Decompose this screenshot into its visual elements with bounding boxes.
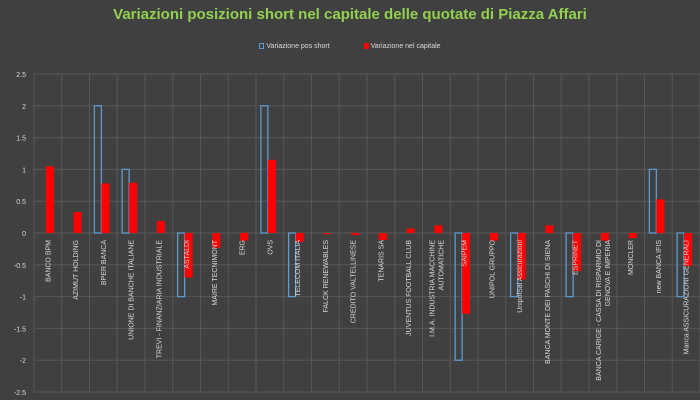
y-tick-label: 2 [22, 104, 26, 111]
x-tick-label: Manca ASSICURAZIONI GENERALI [684, 240, 691, 354]
bar-capitale [489, 233, 498, 241]
bar-capitale [406, 228, 415, 233]
bar-capitale [434, 225, 443, 233]
bar-capitale [351, 233, 360, 235]
bar-capitale [267, 159, 276, 233]
x-tick-label: BANCA MONTE DEI PASCHI DI SIENA [545, 240, 552, 364]
bar-capitale [129, 182, 138, 233]
bar-capitale [212, 233, 221, 248]
y-tick-label: 1 [22, 167, 26, 174]
bar-capitale [684, 233, 693, 267]
y-tick-label: 2.5 [16, 72, 26, 79]
bar-capitale [656, 199, 665, 233]
x-tick-label: CREDITO VALTELLINESE [351, 240, 358, 324]
x-tick-label: UNIONE DI BANCHE ITALIANE [129, 240, 136, 340]
x-tick-label: UnipolSai Assicurazioni [517, 240, 524, 313]
x-tick-label: ERG [240, 240, 247, 255]
bar-capitale [101, 183, 110, 233]
bar-capitale [462, 233, 471, 314]
bar-capitale [573, 233, 582, 272]
x-tick-label: OVS [267, 240, 274, 255]
y-tick-label: -0.5 [14, 263, 26, 270]
chart-title: Variazioni posizioni short nel capitale … [113, 6, 587, 23]
x-tick-label: ASTALDI [184, 240, 191, 269]
y-tick-label: 0 [22, 231, 26, 238]
x-tick-label: ESPRINET [573, 239, 580, 275]
x-tick-label: TREVI - FINANZIARIA INDUSTRIALE [156, 240, 163, 359]
bar-capitale [73, 212, 82, 233]
x-tick-label: I.M.A. INDUSTRIA MACCHINE [429, 240, 436, 337]
y-tick-label: 1.5 [16, 136, 26, 143]
y-tick-label: 0.5 [16, 199, 26, 206]
bar-capitale [240, 233, 249, 241]
x-tick-label: BANCA CARIGE - CASSA DI RISPARMIO DI [596, 240, 603, 381]
bar-capitale [600, 233, 609, 241]
legend-item-pos-short: Variazione pos short [259, 43, 330, 50]
bar-capitale [45, 166, 54, 233]
bar-capitale [184, 233, 193, 278]
x-tick-label: BPER BANCA [101, 240, 108, 285]
legend-swatch-capitale [363, 43, 369, 49]
bar-capitale [378, 233, 387, 240]
bar-capitale [295, 233, 304, 242]
x-tick-label: TENARIS SA [378, 240, 385, 282]
x-tick-label: FALCK RENEWABLES [323, 240, 330, 313]
legend-label: Variazione nel capitale [370, 43, 441, 50]
x-tick-label: AZIMUT HOLDING [73, 240, 80, 300]
y-tick-label: -1 [20, 295, 26, 302]
x-tick-label: UNIPOL GRUPPO [489, 239, 496, 298]
x-tick-label: MONCLER [628, 240, 635, 275]
bar-capitale [517, 233, 526, 280]
legend: Variazione pos short Variazione nel capi… [0, 43, 700, 50]
x-tick-label: TELECOM ITALIA [295, 240, 302, 297]
bar-capitale [545, 225, 554, 233]
y-tick-label: -2 [20, 358, 26, 365]
x-tick-label: GENOVA E IMPERIA [605, 240, 612, 307]
x-tick-label: JUVENTUS FOOTBALL CLUB [406, 240, 413, 336]
legend-item-capitale: Variazione nel capitale [363, 43, 441, 50]
bar-pos-short [93, 105, 103, 234]
x-tick-label: BANCO BPM [45, 240, 52, 282]
bar-pos-short [287, 232, 297, 298]
x-tick-label: MAIRE TECNIMONT [212, 239, 219, 305]
x-tick-label: SAIPEM [462, 240, 469, 267]
x-tick-label: AUTOMATICHE [438, 240, 445, 291]
y-tick-label: -2.5 [14, 390, 26, 397]
bar-capitale [323, 233, 332, 235]
bar-capitale [628, 233, 637, 239]
legend-label: Variazione pos short [266, 43, 330, 50]
y-tick-label: -1.5 [14, 326, 26, 333]
x-tick-label: new BANCA IFIS [656, 240, 663, 294]
legend-swatch-pos-short [259, 43, 265, 49]
bar-capitale [156, 220, 165, 233]
